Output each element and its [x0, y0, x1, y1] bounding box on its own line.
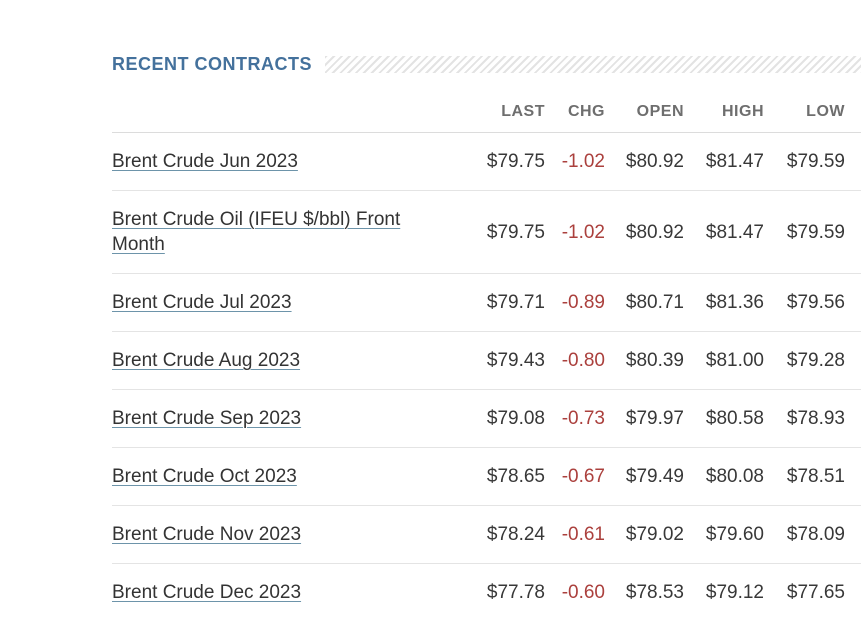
open-value: $80.92: [605, 132, 684, 191]
low-value: $79.28: [764, 331, 861, 390]
contract-link[interactable]: Brent Crude Jul 2023: [112, 292, 292, 313]
diagonal-hatch-decoration: [325, 55, 861, 73]
table-row: Brent Crude Sep 2023 $79.08 -0.73 $79.97 $80…: [112, 389, 861, 448]
open-value: $80.71: [605, 273, 684, 332]
last-value: $79.75: [432, 190, 545, 274]
contract-link[interactable]: Brent Crude Aug 2023: [112, 350, 301, 371]
table-row: Brent Crude Nov 2023 $78.24 -0.61 $79.02 $79…: [112, 505, 861, 564]
open-value: $79.02: [605, 505, 684, 564]
chg-value: -0.61: [545, 505, 605, 564]
contract-name-cell: Brent Crude Oil (IFEU $/bbl) Front Month: [112, 190, 432, 274]
last-value: $79.43: [432, 331, 545, 390]
contract-name-cell: Brent Crude Jul 2023: [112, 273, 432, 332]
contract-name-cell: Brent Crude Aug 2023: [112, 331, 432, 390]
low-value: $77.65: [764, 563, 861, 621]
contract-link[interactable]: Brent Crude Nov 2023: [112, 524, 302, 545]
high-value: $81.00: [684, 331, 764, 390]
high-value: $80.58: [684, 389, 764, 448]
chg-value: -1.02: [545, 132, 605, 191]
col-header-low: LOW: [764, 76, 861, 133]
low-value: $78.51: [764, 447, 861, 506]
low-value: $79.56: [764, 273, 861, 332]
chg-value: -0.73: [545, 389, 605, 448]
contract-name-cell: Brent Crude Sep 2023: [112, 389, 432, 448]
contract-link[interactable]: Brent Crude Sep 2023: [112, 408, 302, 429]
high-value: $79.60: [684, 505, 764, 564]
contract-link[interactable]: Brent Crude Oil (IFEU $/bbl) Front Month: [112, 209, 401, 255]
section-title: RECENT CONTRACTS: [112, 54, 312, 74]
open-value: $78.53: [605, 563, 684, 621]
contract-link[interactable]: Brent Crude Dec 2023: [112, 582, 302, 603]
contract-name-cell: Brent Crude Nov 2023: [112, 505, 432, 564]
col-header-open: OPEN: [605, 76, 684, 133]
low-value: $79.59: [764, 190, 861, 274]
table-row: Brent Crude Dec 2023 $77.78 -0.60 $78.53 $79…: [112, 563, 861, 621]
open-value: $79.49: [605, 447, 684, 506]
contracts-table: LAST CHG OPEN HIGH LOW Brent Crude Jun 2…: [112, 76, 861, 621]
last-value: $79.08: [432, 389, 545, 448]
high-value: $81.36: [684, 273, 764, 332]
chg-value: -0.67: [545, 447, 605, 506]
high-value: $81.47: [684, 132, 764, 191]
last-value: $77.78: [432, 563, 545, 621]
table-row: Brent Crude Oil (IFEU $/bbl) Front Month…: [112, 190, 861, 274]
table-row: Brent Crude Aug 2023 $79.43 -0.80 $80.39 $81…: [112, 331, 861, 390]
contract-link[interactable]: Brent Crude Jun 2023: [112, 151, 298, 172]
col-header-last: LAST: [432, 76, 545, 133]
open-value: $79.97: [605, 389, 684, 448]
chg-value: -1.02: [545, 190, 605, 274]
chg-value: -0.89: [545, 273, 605, 332]
low-value: $79.59: [764, 132, 861, 191]
chg-value: -0.80: [545, 331, 605, 390]
open-value: $80.92: [605, 190, 684, 274]
low-value: $78.09: [764, 505, 861, 564]
contract-link[interactable]: Brent Crude Oct 2023: [112, 466, 297, 487]
chg-value: -0.60: [545, 563, 605, 621]
contract-name-cell: Brent Crude Dec 2023: [112, 563, 432, 621]
col-header-name: [112, 76, 432, 133]
last-value: $78.65: [432, 447, 545, 506]
last-value: $79.75: [432, 132, 545, 191]
contract-name-cell: Brent Crude Oct 2023: [112, 447, 432, 506]
low-value: $78.93: [764, 389, 861, 448]
last-value: $79.71: [432, 273, 545, 332]
section-header: RECENT CONTRACTS: [112, 52, 861, 76]
last-value: $78.24: [432, 505, 545, 564]
table-row: Brent Crude Jun 2023 $79.75 -1.02 $80.92 $81…: [112, 132, 861, 191]
high-value: $81.47: [684, 190, 764, 274]
table-row: Brent Crude Jul 2023 $79.71 -0.89 $80.71 $81…: [112, 273, 861, 332]
col-header-chg: CHG: [545, 76, 605, 133]
col-header-high: HIGH: [684, 76, 764, 133]
table-header-row: LAST CHG OPEN HIGH LOW: [112, 76, 861, 133]
high-value: $79.12: [684, 563, 764, 621]
high-value: $80.08: [684, 447, 764, 506]
contract-name-cell: Brent Crude Jun 2023: [112, 132, 432, 191]
table-row: Brent Crude Oct 2023 $78.65 -0.67 $79.49 $80…: [112, 447, 861, 506]
open-value: $80.39: [605, 331, 684, 390]
